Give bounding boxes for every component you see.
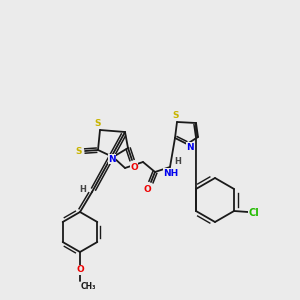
Text: H: H: [175, 158, 182, 166]
Text: O: O: [76, 266, 84, 274]
Text: S: S: [173, 110, 179, 119]
Text: N: N: [108, 154, 116, 164]
Text: S: S: [95, 118, 101, 127]
Text: Cl: Cl: [249, 208, 260, 218]
Text: O: O: [143, 184, 151, 194]
Text: H: H: [80, 184, 86, 194]
Text: NH: NH: [164, 169, 178, 178]
Text: N: N: [186, 142, 194, 152]
Text: CH₃: CH₃: [81, 282, 97, 291]
Text: O: O: [130, 163, 138, 172]
Text: S: S: [76, 148, 82, 157]
